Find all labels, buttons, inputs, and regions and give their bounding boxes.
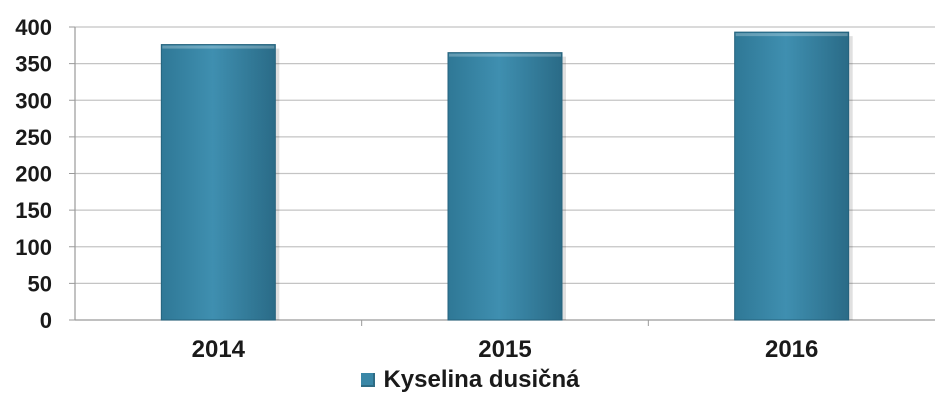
x-tick-label-2015: 2015 (478, 336, 531, 363)
legend-swatch (361, 373, 376, 387)
bar-highlight-2015 (449, 53, 561, 57)
y-tick-label-100: 100 (15, 235, 52, 260)
x-tick-label-2016: 2016 (765, 336, 818, 363)
y-tick-label-350: 350 (15, 52, 52, 77)
x-tick-label-2014: 2014 (192, 336, 246, 363)
legend: Kyselina dusičná (0, 366, 941, 394)
y-tick-label-50: 50 (28, 271, 52, 296)
legend-label: Kyselina dusičná (383, 366, 580, 393)
y-tick-label-0: 0 (40, 308, 52, 333)
bar-highlight-2014 (162, 45, 275, 49)
bar-2014 (160, 44, 276, 321)
tick-labels: 0 50 100 150 200 250 300 350 400 2014 2015 2016 (15, 15, 818, 363)
y-tick-label-200: 200 (15, 162, 52, 187)
y-tick-label-300: 300 (15, 88, 52, 113)
bar-2015 (447, 52, 563, 321)
y-tick-label-150: 150 (15, 198, 52, 223)
y-tick-label-400: 400 (15, 15, 52, 40)
bar-highlight-2016 (735, 33, 848, 37)
bars (160, 31, 853, 321)
y-tick-label-250: 250 (15, 125, 52, 150)
bar-2016 (734, 31, 850, 321)
